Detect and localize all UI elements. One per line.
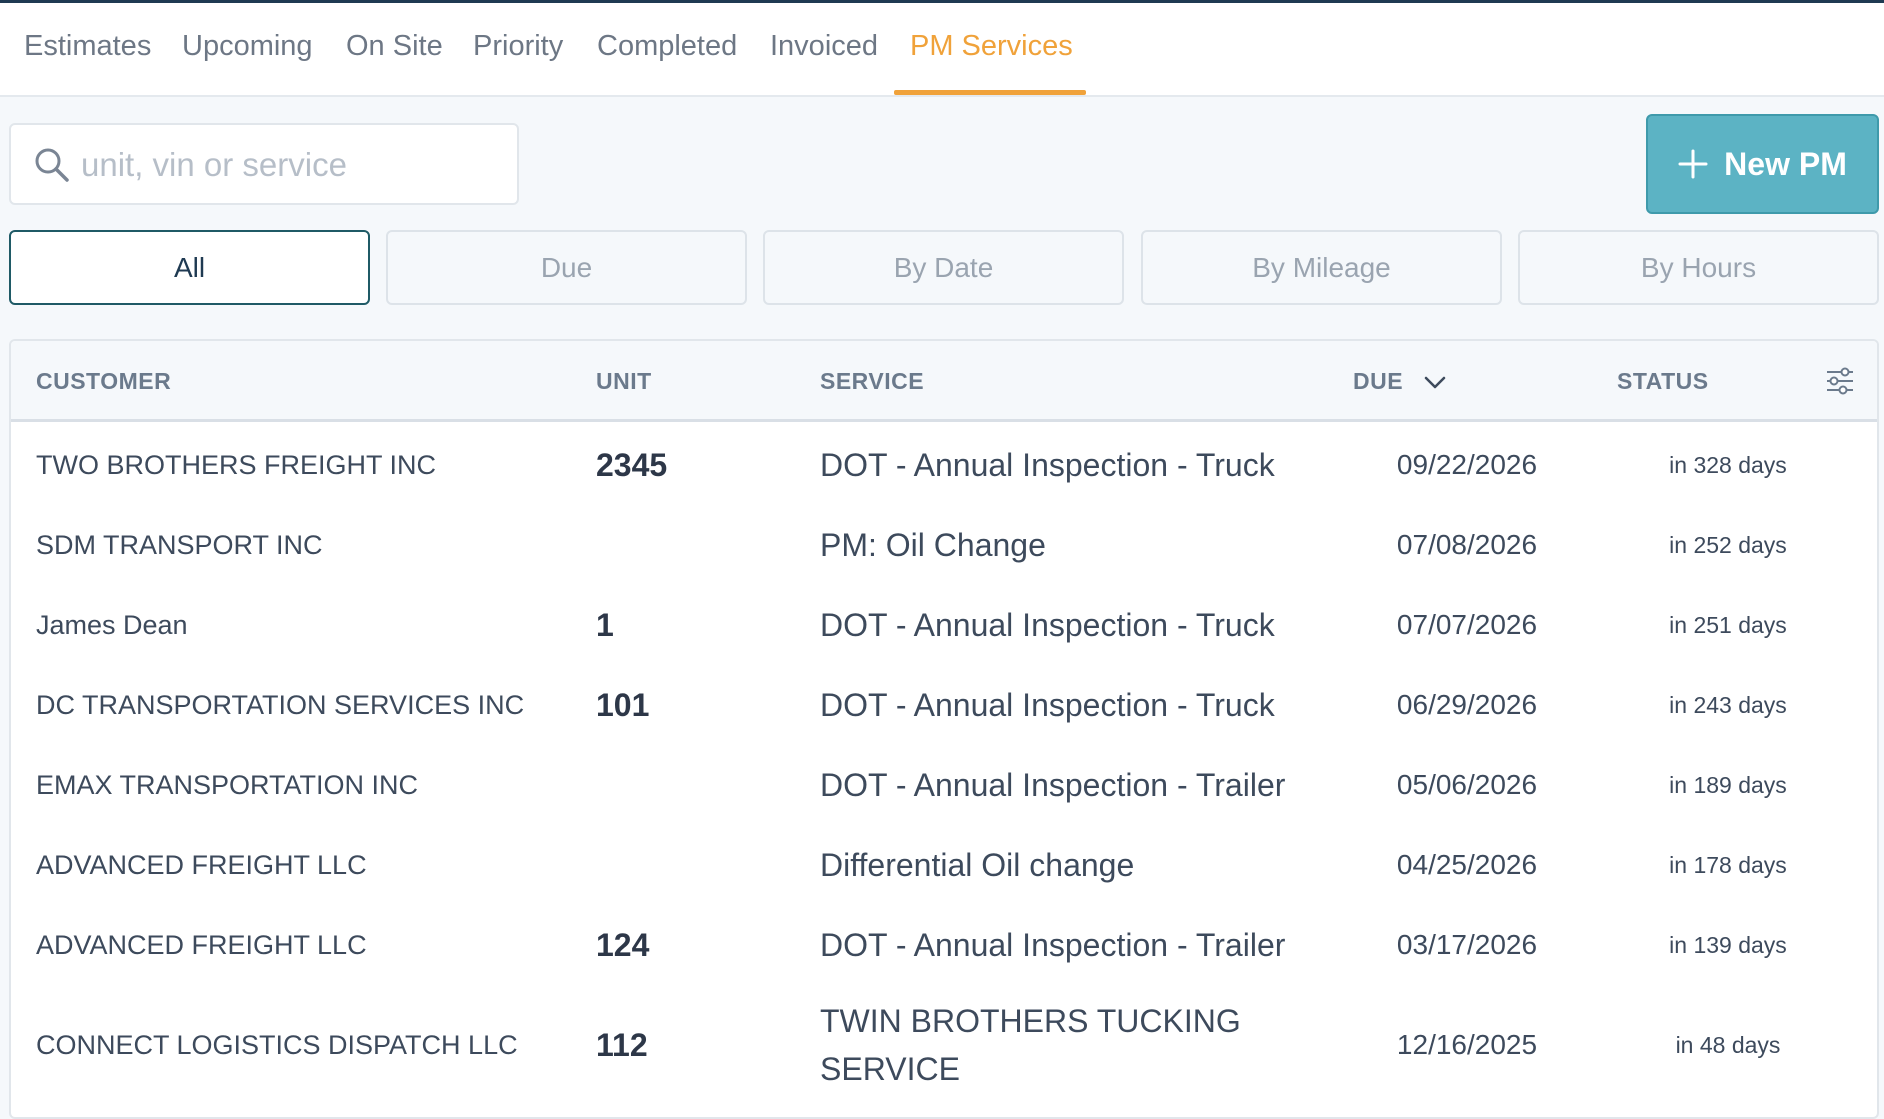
- service-cell: PM: Oil Change: [820, 527, 1046, 563]
- plus-icon: [1678, 149, 1708, 179]
- service-cell: TWIN BROTHERS TUCKING SERVICE: [820, 1003, 1241, 1087]
- unit-cell: 124: [596, 927, 650, 963]
- active-tab-indicator: [894, 90, 1086, 95]
- customer-cell: TWO BROTHERS FREIGHT INC: [36, 450, 437, 480]
- status-cell: in 252 days: [1669, 532, 1787, 558]
- header-due-label: DUE: [1353, 368, 1404, 394]
- tab-estimates[interactable]: Estimates: [24, 30, 152, 62]
- due-cell: 06/29/2026: [1396, 689, 1538, 720]
- tab-on-site[interactable]: On Site: [346, 30, 443, 62]
- unit-cell: 2345: [596, 447, 668, 483]
- search-icon: [35, 148, 69, 182]
- status-cell: in 178 days: [1669, 852, 1787, 878]
- header-status[interactable]: STATUS: [1617, 368, 1709, 394]
- table-row[interactable]: ADVANCED FREIGHT LLC Differential Oil ch…: [11, 825, 1877, 905]
- search-box[interactable]: [9, 123, 519, 205]
- tab-upcoming[interactable]: Upcoming: [182, 30, 313, 62]
- header-due[interactable]: DUE: [1353, 341, 1446, 422]
- due-cell: 07/08/2026: [1396, 529, 1538, 560]
- table-row[interactable]: CONNECT LOGISTICS DISPATCH LLC 112 TWIN …: [11, 985, 1877, 1105]
- table-row[interactable]: EMAX TRANSPORTATION INC DOT - Annual Ins…: [11, 745, 1877, 825]
- filter-all[interactable]: All: [9, 230, 370, 305]
- unit-cell: 1: [596, 607, 614, 643]
- customer-cell: DC TRANSPORTATION SERVICES INC: [36, 690, 525, 720]
- service-cell: DOT - Annual Inspection - Truck: [820, 447, 1275, 483]
- filter-by-hours[interactable]: By Hours: [1518, 230, 1879, 305]
- customer-cell: CONNECT LOGISTICS DISPATCH LLC: [36, 1030, 518, 1060]
- search-input[interactable]: [81, 135, 501, 195]
- filter-due[interactable]: Due: [386, 230, 747, 305]
- status-cell: in 328 days: [1669, 452, 1787, 478]
- unit-cell: 101: [596, 687, 650, 723]
- status-cell: in 251 days: [1669, 612, 1787, 638]
- new-pm-button[interactable]: New PM: [1646, 114, 1879, 214]
- pm-services-table: CUSTOMER UNIT SERVICE DUE STATUS TWO BRO…: [9, 339, 1879, 1119]
- new-pm-label: New PM: [1724, 145, 1847, 182]
- customer-cell: James Dean: [36, 610, 188, 640]
- tab-pm-services[interactable]: PM Services: [910, 30, 1073, 62]
- table-row[interactable]: TWO BROTHERS FREIGHT INC 2345 DOT - Annu…: [11, 425, 1877, 505]
- tab-completed[interactable]: Completed: [597, 30, 738, 62]
- due-cell: 05/06/2026: [1396, 769, 1538, 800]
- customer-cell: ADVANCED FREIGHT LLC: [36, 930, 367, 960]
- due-cell: 12/16/2025: [1396, 1029, 1538, 1060]
- due-cell: 04/25/2026: [1396, 849, 1538, 880]
- header-customer[interactable]: CUSTOMER: [36, 368, 172, 394]
- service-cell: DOT - Annual Inspection - Trailer: [820, 927, 1286, 963]
- status-cell: in 243 days: [1669, 692, 1787, 718]
- tab-priority[interactable]: Priority: [473, 30, 564, 62]
- due-cell: 09/22/2026: [1396, 449, 1538, 480]
- header-unit[interactable]: UNIT: [596, 368, 652, 394]
- chevron-down-icon: [1424, 376, 1446, 389]
- service-cell: DOT - Annual Inspection - Truck: [820, 687, 1275, 723]
- service-cell: DOT - Annual Inspection - Trailer: [820, 767, 1286, 803]
- filter-by-date[interactable]: By Date: [763, 230, 1124, 305]
- table-row[interactable]: ADVANCED FREIGHT LLC 124 DOT - Annual In…: [11, 905, 1877, 985]
- status-tabs: Estimates Upcoming On Site Priority Comp…: [0, 3, 1884, 97]
- top-accent-bar: [0, 0, 1884, 3]
- service-cell: Differential Oil change: [820, 847, 1135, 883]
- sliders-icon[interactable]: [1825, 367, 1855, 395]
- status-cell: in 189 days: [1669, 772, 1787, 798]
- header-service[interactable]: SERVICE: [820, 368, 925, 394]
- table-header: CUSTOMER UNIT SERVICE DUE STATUS: [11, 341, 1877, 422]
- customer-cell: SDM TRANSPORT INC: [36, 530, 323, 560]
- filter-by-mileage[interactable]: By Mileage: [1141, 230, 1502, 305]
- status-cell: in 48 days: [1675, 1032, 1781, 1058]
- customer-cell: ADVANCED FREIGHT LLC: [36, 850, 367, 880]
- unit-cell: 112: [596, 1027, 648, 1063]
- table-row[interactable]: DC TRANSPORTATION SERVICES INC 101 DOT -…: [11, 665, 1877, 745]
- tab-invoiced[interactable]: Invoiced: [770, 30, 879, 62]
- customer-cell: EMAX TRANSPORTATION INC: [36, 770, 419, 800]
- due-cell: 03/17/2026: [1396, 929, 1538, 960]
- table-row[interactable]: SDM TRANSPORT INC PM: Oil Change 07/08/2…: [11, 505, 1877, 585]
- service-cell: DOT - Annual Inspection - Truck: [820, 607, 1275, 643]
- due-cell: 07/07/2026: [1396, 609, 1538, 640]
- status-cell: in 139 days: [1669, 932, 1787, 958]
- table-row[interactable]: James Dean 1 DOT - Annual Inspection - T…: [11, 585, 1877, 665]
